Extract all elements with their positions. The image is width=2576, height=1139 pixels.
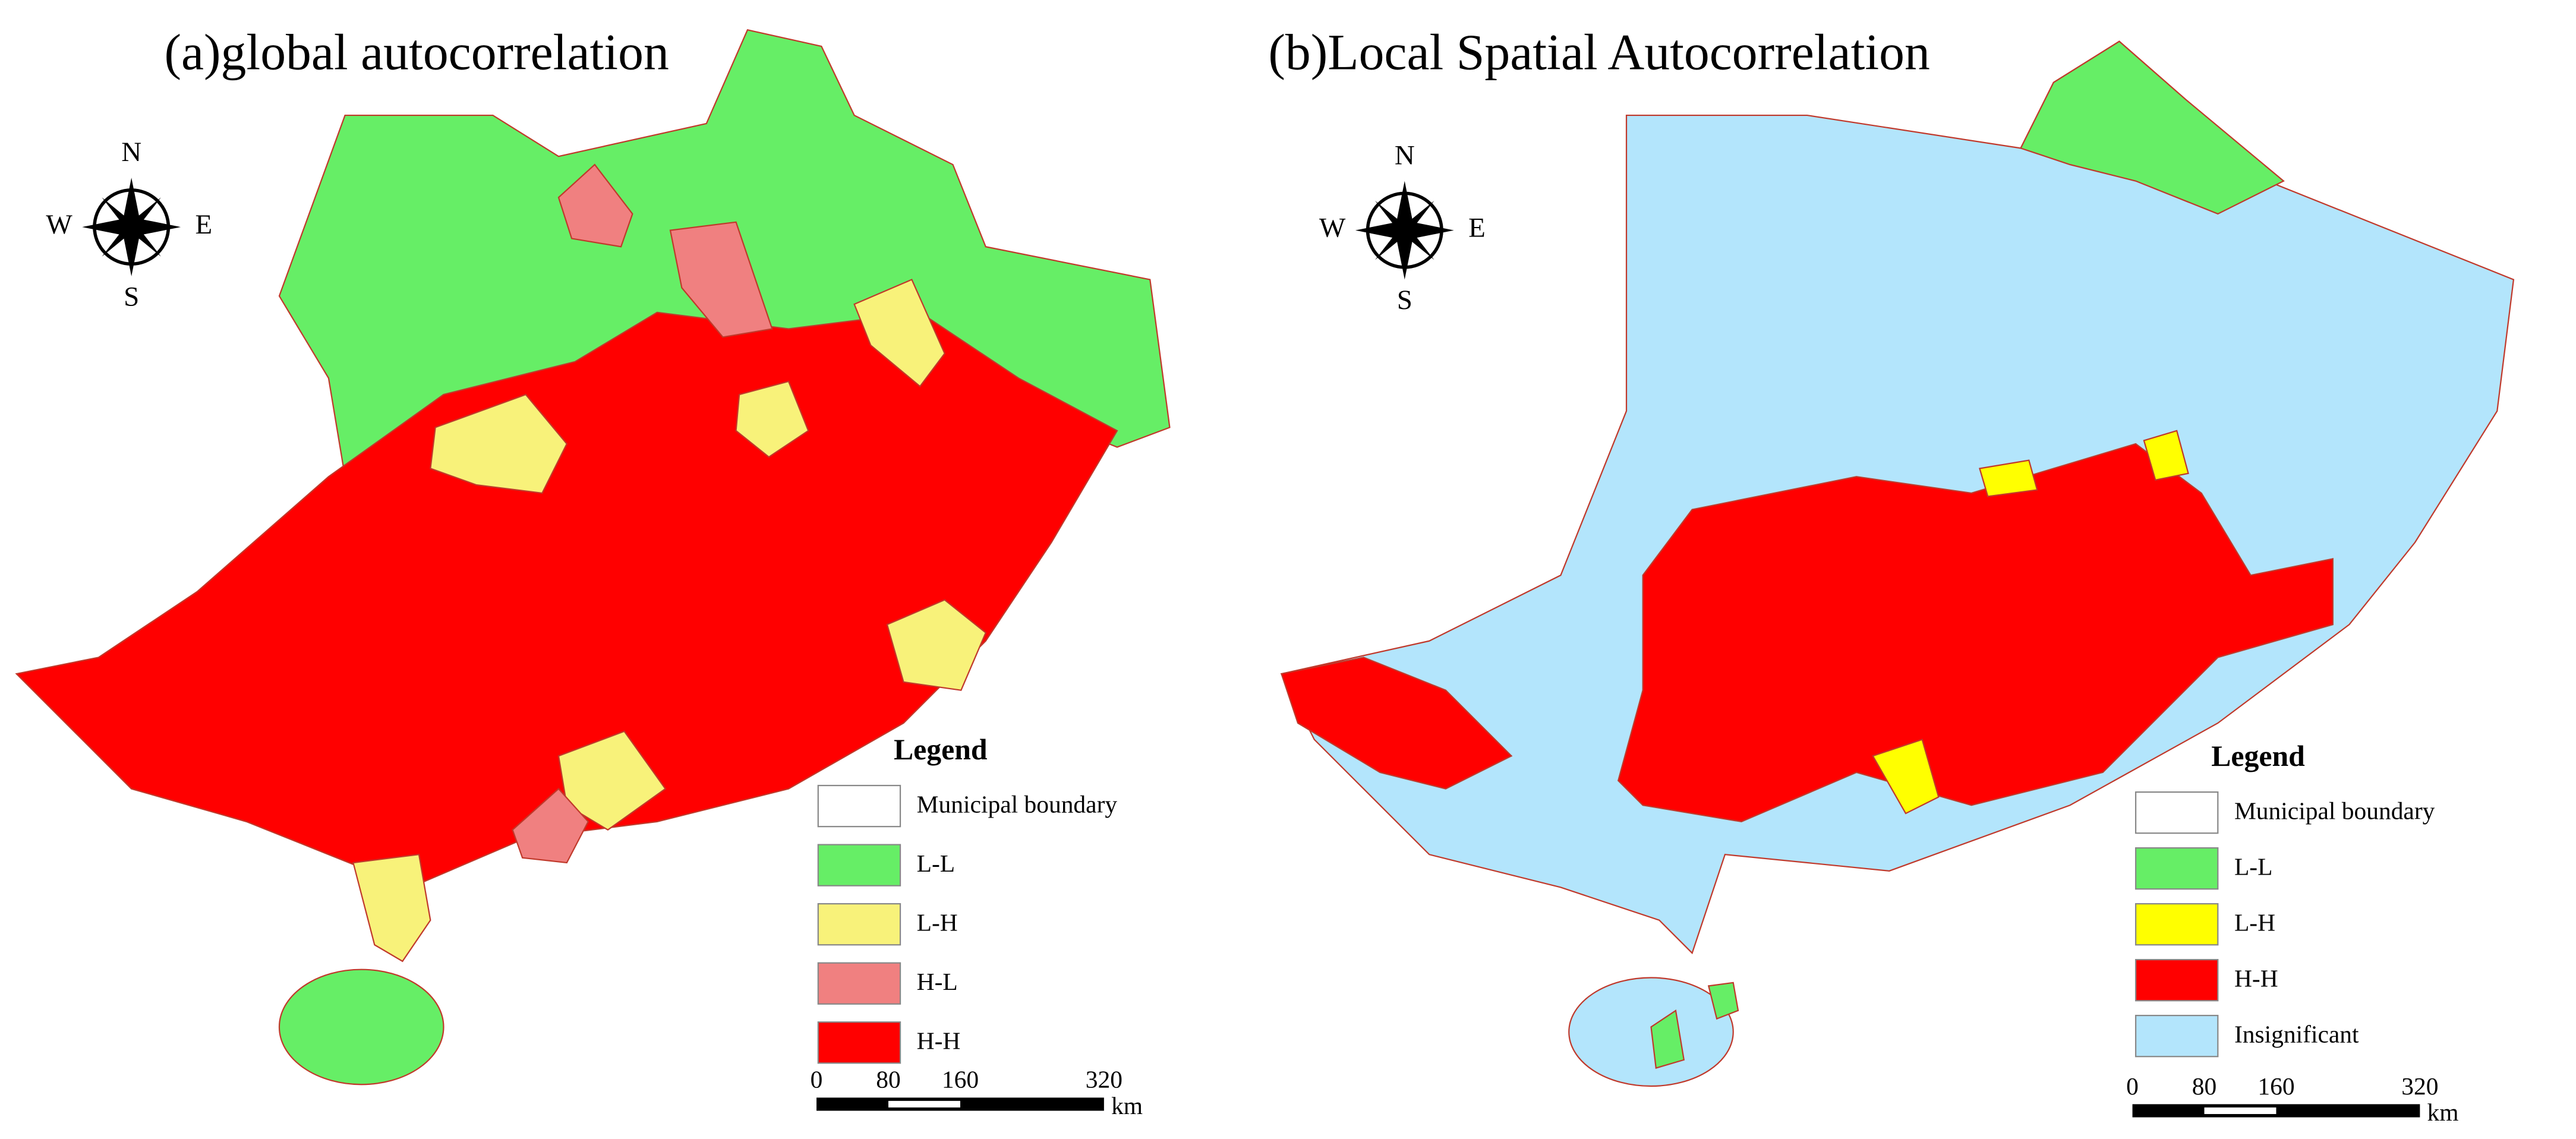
compass-letter: E [1468, 212, 1486, 243]
scale-unit: km [2427, 1099, 2459, 1126]
legend-swatch [817, 844, 901, 886]
compass-letter: E [195, 209, 212, 240]
compass-point [82, 217, 132, 237]
legend-label: H-H [2234, 965, 2278, 992]
lh-region [1979, 459, 2038, 497]
compass-letter: W [1319, 212, 1346, 243]
compass-letter: W [46, 209, 72, 240]
hh-region [1617, 443, 2334, 823]
legend-title: Legend [2211, 740, 2305, 772]
compass-point [1375, 200, 1411, 231]
legend-label: L-H [917, 909, 958, 936]
scale-tick-label: 320 [1086, 1066, 1123, 1093]
ll-region [1650, 1009, 1685, 1069]
legend-swatch [817, 1021, 901, 1064]
scale-bar-segment [888, 1100, 960, 1108]
compass-letter: S [124, 281, 139, 312]
compass-point [121, 178, 141, 228]
scale-unit: km [1111, 1092, 1143, 1119]
legend-swatch [817, 903, 901, 946]
legend-label: L-L [2234, 853, 2272, 881]
compass: N S W E [46, 137, 212, 312]
hl-region [557, 163, 633, 248]
lh-region [430, 393, 568, 494]
legend-label: H-H [917, 1027, 961, 1055]
scale-tick-label: 0 [811, 1066, 823, 1093]
ll-region [2019, 40, 2285, 215]
hh-region [1280, 657, 1513, 790]
scale-tick-label: 0 [2126, 1072, 2139, 1100]
island [278, 968, 444, 1086]
compass-point [1404, 220, 1454, 241]
legend-swatch [2134, 847, 2219, 890]
scale-tick-label: 80 [876, 1066, 900, 1093]
scale-bar-segment [2204, 1107, 2277, 1114]
lh-region [2143, 430, 2189, 481]
legend-label: Insignificant [2234, 1021, 2359, 1048]
compass-point [1355, 220, 1405, 241]
compass-letter: N [121, 137, 141, 168]
map-a [15, 29, 1171, 1086]
panel-title: (a)global autocorrelation [164, 24, 669, 81]
compass-letter: N [1395, 140, 1415, 171]
compass-point [125, 227, 161, 257]
legend-label: Municipal boundary [2234, 797, 2435, 825]
compass-point [102, 227, 138, 257]
panel-title: (b)Local Spatial Autocorrelation [1268, 24, 1930, 81]
compass-point [131, 217, 181, 237]
compass-letter: S [1397, 285, 1412, 315]
compass-point [121, 227, 141, 277]
compass-point [1375, 230, 1411, 260]
legend-label: L-H [2234, 909, 2275, 936]
legend-swatch [2134, 791, 2219, 834]
compass-point [1395, 181, 1415, 231]
legend-swatch [817, 784, 901, 828]
hl-region [512, 788, 589, 864]
scale-tick-label: 160 [2257, 1072, 2294, 1100]
legend-title: Legend [894, 733, 988, 766]
legend-label: L-L [917, 850, 955, 877]
lh-region [735, 380, 809, 458]
lh-region [352, 853, 431, 963]
lh-region [1872, 739, 1940, 815]
legend-swatch [2134, 959, 2219, 1002]
legend-label: Municipal boundary [917, 791, 1118, 818]
hh-region [15, 311, 1118, 888]
lh-region [853, 279, 945, 387]
scale-tick-label: 80 [2192, 1072, 2216, 1100]
legend-label: H-L [917, 968, 958, 995]
scale-tick-label: 160 [942, 1066, 979, 1093]
compass-point [1395, 230, 1415, 280]
legend-swatch [817, 962, 901, 1005]
ll-region [1707, 982, 1739, 1020]
scale-tick-label: 320 [2401, 1072, 2438, 1100]
compass-point [125, 197, 161, 228]
hl-region [669, 221, 773, 338]
panels: (a)global autocorrelation N S W E Legend Munic… [46, 24, 2458, 1126]
map-b [1280, 40, 2515, 1087]
lh-region [886, 599, 987, 691]
legend-swatch [2134, 1015, 2219, 1058]
compass: N S W E [1319, 140, 1486, 315]
compass-point [102, 197, 138, 228]
legend-swatch [2134, 903, 2219, 946]
